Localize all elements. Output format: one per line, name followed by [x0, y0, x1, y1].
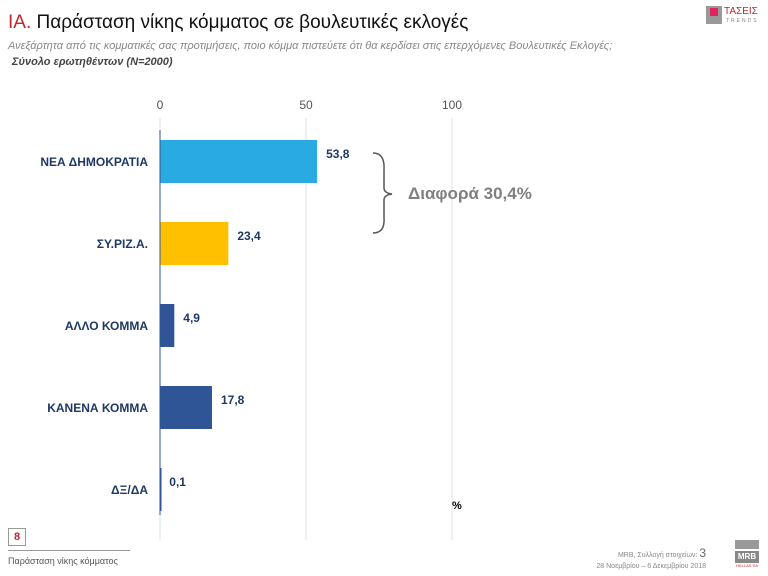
fieldwork-dates: 28 Νοεμβρίου – 6 Δεκεμβρίου 2018	[596, 563, 706, 570]
category-label: ΝΕΑ ΔΗΜΟΚΡΑΤΙΑ	[40, 155, 148, 169]
difference-annotation: Διαφορά 30,4%	[408, 184, 532, 203]
bar	[160, 222, 229, 265]
slide-badge: 8	[8, 528, 26, 546]
x-tick-label: 50	[299, 98, 313, 112]
bar	[160, 468, 162, 511]
category-label: ΣΥ.ΡΙΖ.Α.	[96, 237, 148, 251]
title-text: Παράσταση νίκης κόμματος σε βουλευτικές …	[31, 12, 469, 33]
source-info: MRB, Συλλογή στοιχείων: 3 28 Νοεμβρίου – …	[596, 546, 706, 572]
data-label: 0,1	[169, 475, 186, 489]
title-prefix: ΙΑ.	[8, 12, 32, 33]
x-tick-label: 100	[441, 98, 463, 112]
bar	[160, 386, 212, 429]
x-tick-label: 0	[156, 98, 164, 112]
bar	[160, 140, 318, 183]
mrb-logo: MRB HELLAS SA	[735, 540, 759, 570]
category-label: ΚΑΝΕΝΑ ΚΟΜΜΑ	[47, 401, 148, 415]
category-label: ΔΞ/ΔΑ	[111, 483, 148, 497]
question-text: Ανεξάρτητα από τις κομματικές σας προτιμ…	[8, 40, 613, 52]
unit-label: %	[452, 500, 462, 512]
data-label: 53,8	[326, 147, 350, 161]
sample-size: Σύνολο ερωτηθέντων (N=2000)	[12, 56, 173, 68]
section-label: Παράσταση νίκης κόμματος	[8, 556, 118, 566]
category-label: ΑΛΛΟ ΚΟΜΜΑ	[64, 319, 148, 333]
brace	[372, 152, 393, 234]
page-title: ΙΑ. Παράσταση νίκης κόμματος σε βουλευτι…	[8, 12, 468, 34]
page-number: 3	[699, 546, 706, 560]
data-label: 17,8	[220, 393, 245, 407]
source-text: MRB, Συλλογή στοιχείων:	[617, 552, 698, 559]
bar	[160, 304, 175, 347]
data-label: 4,9	[183, 311, 200, 325]
data-label: 23,4	[237, 229, 261, 243]
taseis-logo: ΤΑΣΕΙΣ TRENDS	[706, 6, 762, 28]
divider	[8, 550, 130, 551]
